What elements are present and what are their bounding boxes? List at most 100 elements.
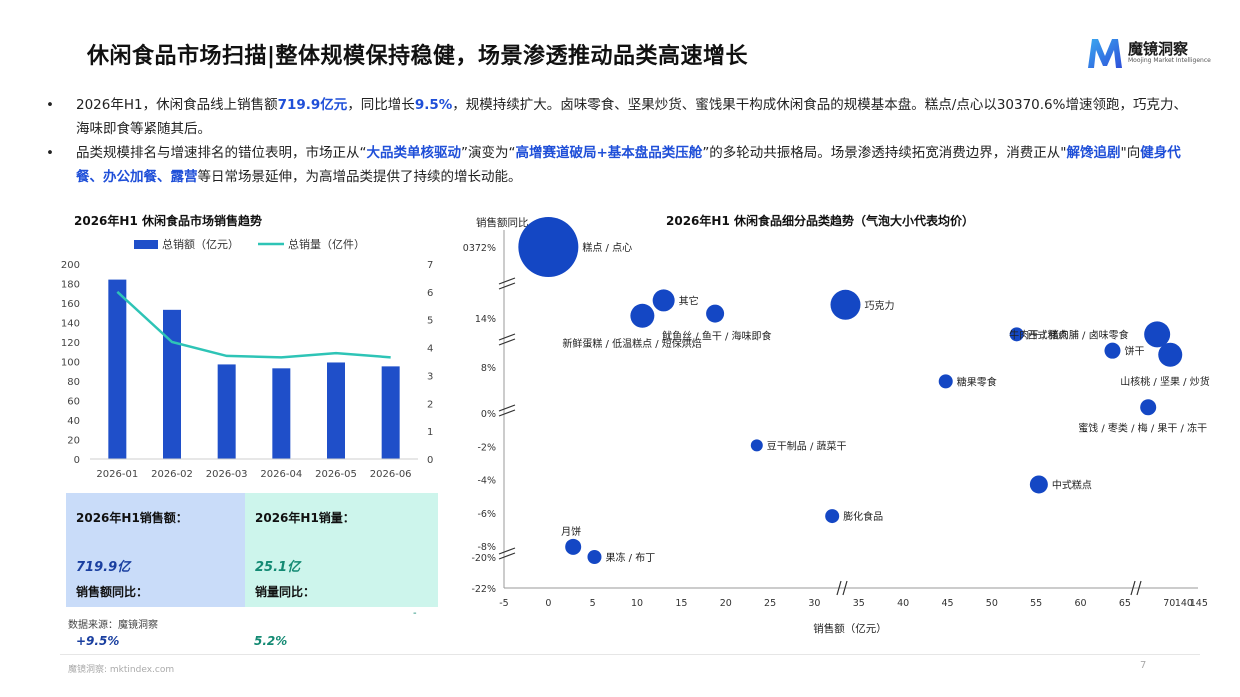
category-bubble	[565, 538, 582, 555]
bubble-label: 果冻 / 布丁	[605, 551, 655, 564]
x-tick-label: 35	[853, 598, 865, 609]
x-tick-label: 2026-04	[260, 469, 302, 480]
brand-m-icon	[1088, 39, 1122, 68]
kpi-volume-value: 25.1亿	[255, 560, 301, 575]
y-axis-break	[498, 277, 516, 290]
bullet-dot: •	[46, 97, 54, 113]
y-axis-break	[498, 547, 516, 560]
bullet-text: ，规模持续扩大。卤味零食、坚果炒货、蜜饯果干构成休闲食品的规模基本盘。糕点/点心…	[76, 97, 1187, 137]
bubble-label: 蜜饯 / 枣类 / 梅 / 果干 / 冻干	[1078, 421, 1207, 434]
x-tick-label: 140	[1175, 598, 1193, 609]
category-bubble-chart: -22% -20%-8% -6% -4% -2% 0% 8% 14% 30372% -5 0 5 10 1…	[462, 216, 1210, 635]
brand-subtitle: Moojing Market Intelligence	[1128, 57, 1211, 64]
y-tick-label: -22%	[471, 584, 496, 595]
bullet-text: ，同比增长	[347, 97, 415, 113]
left-y-tick: 200	[61, 260, 80, 271]
bubble-label: 其它	[679, 294, 699, 307]
kpi-volume-label: 2026年H1销量：	[255, 511, 355, 525]
y-tick-label: -2%	[478, 442, 497, 453]
category-bubble	[825, 509, 840, 524]
category-bubble	[750, 439, 763, 452]
x-tick-label: 55	[1030, 598, 1042, 609]
right-chart-title: 2026年H1 休闲食品细分品类趋势（气泡大小代表均价）	[666, 214, 974, 228]
sales-bar	[217, 364, 236, 459]
category-bubble	[1009, 327, 1024, 342]
y-tick-label: 0%	[481, 409, 496, 420]
x-tick-label: 70	[1163, 598, 1175, 609]
right-y-tick: 7	[427, 260, 433, 271]
right-y-tick: 4	[427, 344, 433, 355]
page-number: 7	[1140, 660, 1147, 671]
category-bubble	[1158, 342, 1183, 367]
left-y-tick: 160	[61, 299, 80, 310]
right-y-tick: 1	[427, 427, 433, 438]
left-y-tick: 20	[67, 436, 80, 447]
sales-bar	[381, 366, 400, 459]
x-tick-label: 40	[897, 598, 909, 609]
bullet-highlight: 719.9亿元	[277, 97, 348, 113]
category-bubble	[830, 289, 861, 320]
x-axis-break	[836, 580, 848, 596]
left-y-tick: 80	[67, 377, 80, 388]
bullet-highlight: 健身代餐、办公加餐、露营	[76, 145, 1181, 185]
bullet-highlight: 高增赛道破局+基本盘品类压舱	[515, 145, 703, 161]
bullet-text: 品类规模排名与增速排名的错位表明，市场正从“	[76, 145, 367, 161]
bubble-label: 糕点 / 点心	[582, 241, 632, 254]
x-tick-label: 2026-02	[151, 469, 193, 480]
y-tick-label: 14%	[475, 314, 496, 325]
y-axis-title: 销售额同比	[476, 216, 529, 229]
y-axis-break	[498, 333, 516, 346]
sales-bar	[108, 279, 127, 459]
category-bubble	[938, 374, 953, 389]
kpi-sales-yoy-value: +9.5%	[76, 634, 120, 648]
right-y-tick: 3	[427, 371, 433, 382]
left-chart-title: 2026年H1 休闲食品市场销售趋势	[74, 214, 262, 228]
bubble-label: 膨化食品	[843, 510, 883, 523]
y-axis-break	[498, 404, 516, 417]
kpi-volume-yoy-value: 5.2%	[254, 634, 288, 648]
kpi-volume-yoy-label: 销量同比：	[255, 585, 316, 599]
bubble-label: 饼干	[1124, 345, 1144, 358]
bubble-label: 月饼	[561, 525, 581, 538]
bullet-text: 等日常场景延伸，为高增品类提供了持续的增长动能。	[197, 168, 522, 185]
legend-label-sales: 总销额（亿元）	[162, 237, 239, 251]
data-source: 数据来源：魔镜洞察	[68, 620, 158, 631]
kpi-sales-value: 719.9亿	[76, 560, 131, 575]
y-tick-label: -6%	[478, 509, 497, 520]
x-tick-label: 30	[808, 598, 820, 609]
category-bubble	[587, 550, 602, 564]
bubble-label: 西式糕点	[1028, 328, 1068, 341]
y-tick-label: -8%	[478, 542, 497, 553]
brand-logo: 魔镜洞察 Moojing Market Intelligence	[1086, 36, 1216, 70]
left-y-tick: 0	[74, 455, 80, 466]
x-tick-label: 20	[720, 598, 732, 609]
sales-trend-chart: 0 20 40 60 80 100 120 140 160 180 200 0 1 2 3 4 5 6 7 2026-…	[61, 237, 433, 480]
right-y-tick: 5	[427, 316, 433, 327]
right-y-tick: 6	[427, 288, 433, 299]
right-y-tick: 0	[427, 455, 433, 466]
x-tick-label: 5	[590, 598, 596, 609]
x-axis-break	[1130, 580, 1142, 596]
kpi-sales-yoy-label: 销售额同比：	[76, 585, 149, 599]
x-tick-label: 25	[764, 598, 776, 609]
legend-swatch-sales	[134, 240, 158, 249]
x-tick-label: 65	[1119, 598, 1131, 609]
left-y-tick: 180	[61, 280, 80, 291]
y-tick-label: 30372%	[462, 243, 496, 254]
bullet-text: 2026年H1，休闲食品线上销售额	[76, 97, 278, 113]
bullet-text: ”演变为“	[461, 145, 516, 161]
x-tick-label: 50	[986, 598, 998, 609]
bubble-label: 牛肉干 / 猪肉脯 / 卤味零食	[1009, 328, 1128, 341]
x-tick-label: -5	[499, 598, 508, 609]
kpi-dash: -	[413, 608, 417, 619]
x-tick-label: 15	[675, 598, 687, 609]
page-title: 休闲食品市场扫描|整体规模保持稳健，场景渗透推动品类高速增长	[87, 44, 749, 69]
y-tick-label: -4%	[478, 476, 497, 487]
legend-label-volume: 总销量（亿件）	[288, 237, 365, 251]
bubble-label: 糖果零食	[957, 375, 997, 388]
sales-bar	[163, 309, 181, 459]
bubble-label: 豆干制品 / 蔬菜干	[767, 439, 847, 452]
category-bubble	[652, 289, 675, 312]
kpi-volume-card: 2026年H1销量： 25.1亿 销量同比：	[245, 493, 438, 607]
x-tick-label: 45	[941, 598, 953, 609]
